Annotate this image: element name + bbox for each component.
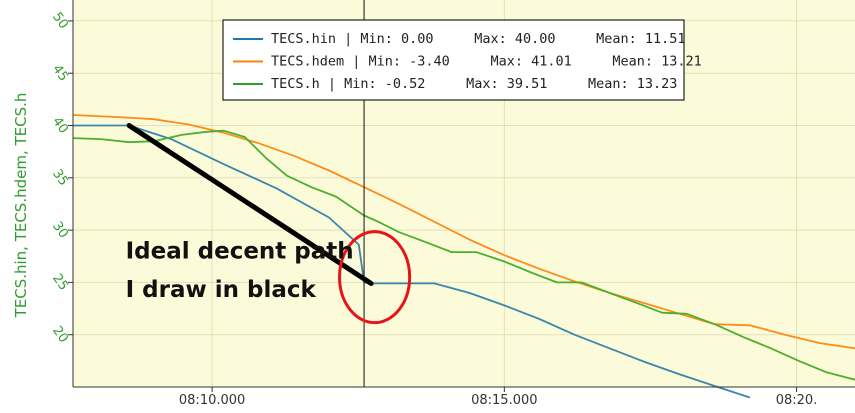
- y-tick-label: 20: [49, 324, 71, 346]
- x-tick-label: 08:15.000: [471, 393, 537, 408]
- legend-box: [222, 19, 685, 101]
- y-axis-label: TECS.hin, TECS.hdem, TECS.h: [12, 93, 30, 319]
- y-tick-label: 30: [49, 219, 71, 241]
- annotation-text: I draw in black: [126, 277, 317, 303]
- x-tick-label: 08:20.: [776, 393, 818, 408]
- y-tick-label: 35: [49, 167, 71, 189]
- drawn-red-ellipse: [338, 230, 412, 325]
- annotations: Ideal decent path I draw in black: [126, 123, 412, 325]
- y-tick-label: 45: [49, 62, 71, 84]
- series-group: [72, 114, 855, 399]
- series-line-tecs-hin: [73, 124, 751, 399]
- series-line-tecs-hdem: [72, 114, 855, 350]
- annotation-text: Ideal decent path: [126, 238, 354, 264]
- drawn-descent-line: [126, 123, 374, 286]
- legend: TECS.hin | Min: 0.00 Max: 40.00 Mean: 11…: [222, 19, 702, 101]
- legend-entry: TECS.h | Min: -0.52 Max: 39.51 Mean: 13.…: [271, 76, 677, 92]
- x-tick-labels: 08:10.000 08:15.000 08:20.: [179, 387, 817, 408]
- y-tick-label: 40: [49, 114, 71, 136]
- series-line-tecs-h: [72, 129, 855, 381]
- y-tick-label: 50: [49, 10, 71, 32]
- x-tick-label: 08:10.000: [179, 393, 245, 408]
- legend-entry: TECS.hin | Min: 0.00 Max: 40.00 Mean: 11…: [271, 31, 686, 47]
- y-tick-labels: 20 25 30 35 40 45 50: [49, 10, 73, 346]
- legend-entry: TECS.hdem | Min: -3.40 Max: 41.01 Mean: …: [271, 54, 702, 70]
- y-tick-label: 25: [49, 271, 71, 293]
